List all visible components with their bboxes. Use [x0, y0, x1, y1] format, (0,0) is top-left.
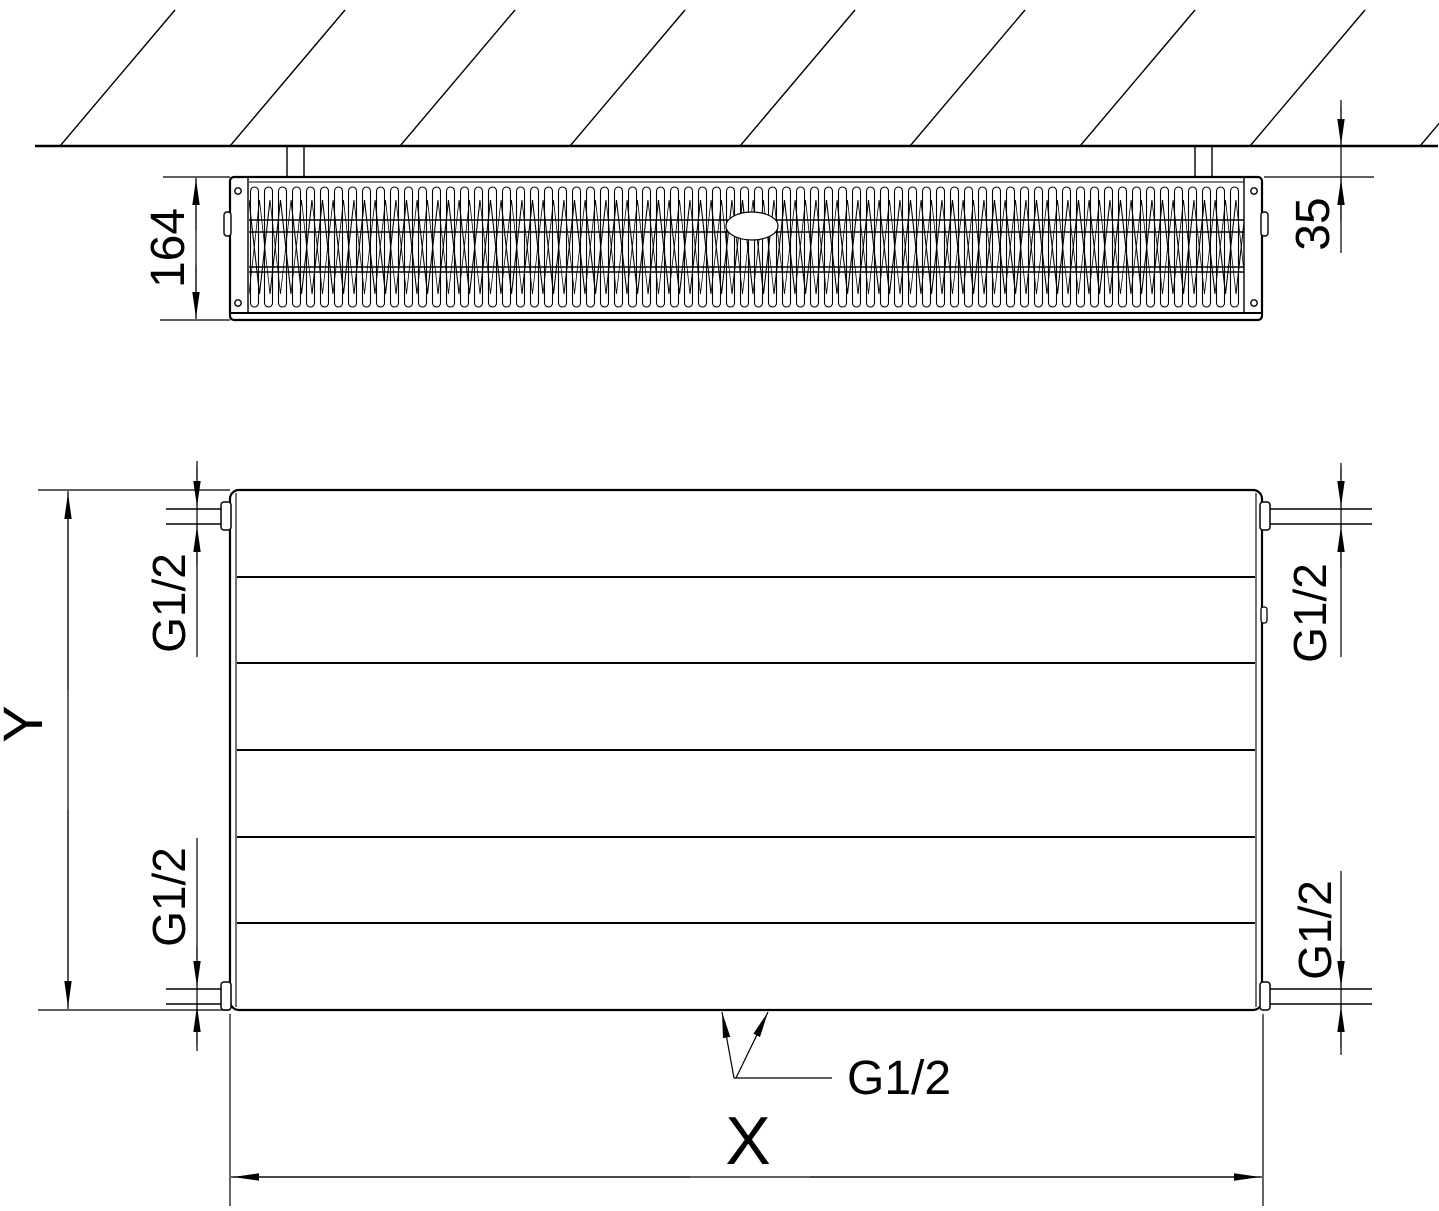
vent-plug — [1250, 299, 1258, 307]
hatch-line — [739, 9, 856, 147]
dimension-connection-top-right: G1/2 — [1284, 463, 1345, 663]
side-clip-left — [223, 211, 232, 237]
vent-plug — [1250, 187, 1258, 195]
wall-clearance-label: 35 — [1287, 197, 1340, 250]
hatch-line — [59, 9, 176, 147]
connection-label-bottom-left: G1/2 — [143, 847, 195, 947]
depth-label: 164 — [142, 208, 195, 288]
wall-bracket-right — [1194, 146, 1213, 178]
dimension-depth: 164 — [142, 176, 230, 321]
vent-plug — [234, 187, 242, 195]
dimension-connection-top-left: G1/2 — [143, 461, 201, 657]
convector-fins — [249, 186, 1244, 308]
vent-plug — [234, 299, 242, 307]
dimension-width-x: X — [229, 1014, 1264, 1206]
dimension-height-y: Y — [0, 489, 230, 1011]
height-label: Y — [0, 705, 54, 742]
leader-line — [735, 1011, 769, 1079]
radiator-top-view — [223, 175, 1269, 322]
wall-bracket-left — [286, 146, 305, 178]
hatch-line — [1079, 9, 1196, 147]
connection-leader-bottom-center: G1/2 — [721, 1011, 951, 1105]
hatch-line — [399, 9, 516, 147]
leader-line — [721, 1011, 735, 1079]
connection-label-bottom-center: G1/2 — [847, 1052, 951, 1105]
pipe-boss-bottom-left — [220, 981, 232, 1011]
dimension-connection-bottom-right: G1/2 — [1289, 871, 1345, 1055]
hatch-line — [909, 9, 1026, 147]
hatch-line — [1419, 122, 1439, 147]
width-label: X — [725, 1103, 770, 1179]
connection-label-top-right: G1/2 — [1284, 563, 1336, 663]
hatch-line — [569, 9, 686, 147]
grille-clip-right — [1260, 606, 1268, 624]
pipe-boss-top-right — [1259, 501, 1271, 531]
wall-hatching — [59, 9, 1439, 147]
pipe-boss-bottom-right — [1259, 981, 1271, 1011]
vent-plugs — [234, 187, 1258, 307]
connection-label-bottom-right: G1/2 — [1289, 880, 1341, 980]
side-clips — [223, 211, 1269, 237]
fin-break-detail — [725, 211, 779, 241]
hatch-line — [1249, 9, 1366, 147]
dimension-wall-clearance: 35 — [1264, 100, 1374, 253]
connection-label-top-left: G1/2 — [143, 553, 195, 653]
panel-groove-lines — [237, 575, 1255, 925]
hatch-line — [229, 9, 346, 147]
dimension-connection-bottom-left: G1/2 — [143, 838, 201, 1051]
pipe-stub-lines — [166, 508, 1372, 1005]
radiator-front-view — [166, 488, 1372, 1012]
pipe-boss-top-left — [220, 501, 232, 531]
pipe-bosses — [220, 501, 1271, 1011]
side-clip-right — [1260, 211, 1269, 237]
